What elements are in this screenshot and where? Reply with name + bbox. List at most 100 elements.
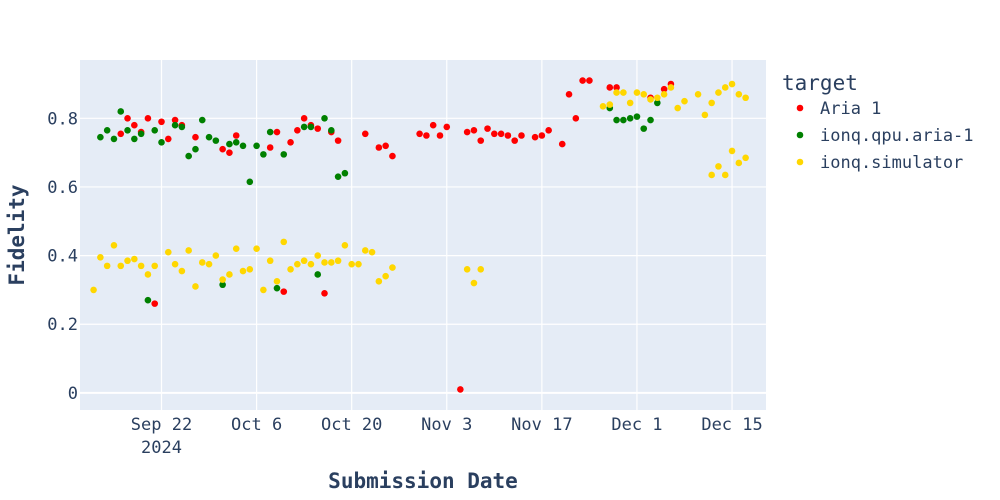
data-point — [314, 125, 322, 132]
data-point — [640, 91, 648, 98]
data-point — [321, 115, 328, 122]
data-point — [164, 248, 172, 256]
data-point — [198, 116, 206, 124]
data-point — [586, 77, 593, 84]
data-point — [226, 149, 233, 156]
data-point — [484, 125, 491, 132]
data-point — [232, 139, 240, 146]
data-point — [185, 152, 192, 160]
data-point — [470, 127, 478, 134]
data-point — [497, 130, 505, 138]
data-point — [477, 266, 485, 273]
data-point — [321, 259, 328, 266]
data-point — [219, 276, 226, 283]
data-point — [232, 245, 240, 253]
data-point — [531, 133, 539, 141]
data-point — [232, 132, 240, 139]
data-point — [226, 140, 233, 148]
data-point — [334, 173, 342, 180]
data-point — [137, 262, 145, 270]
data-point — [246, 266, 254, 273]
data-point — [192, 283, 199, 290]
data-point — [647, 96, 654, 103]
data-point — [212, 252, 220, 259]
data-point — [660, 91, 668, 98]
data-point — [328, 127, 335, 134]
data-point — [368, 248, 376, 256]
data-point — [348, 260, 355, 268]
y-tick-label: 0.8 — [47, 109, 78, 129]
x-tick-label: Oct 20 — [321, 415, 382, 435]
data-point — [457, 386, 464, 393]
data-point — [219, 281, 226, 289]
x-tick-label: Sep 22 — [131, 415, 192, 435]
x-axis-ticks: Sep 22 2024 Oct 6 Oct 20 Nov 3 Nov 17 Dec 1 Dec… — [131, 415, 763, 458]
x-tick-sublabel: 2024 — [141, 438, 182, 458]
y-tick-label: 0 — [68, 384, 78, 404]
data-points — [90, 77, 749, 393]
data-point — [192, 145, 199, 153]
data-point — [341, 241, 349, 249]
data-point — [178, 267, 186, 275]
legend-item[interactable]: ionq.qpu.aria-1 — [796, 126, 974, 146]
series-ionq-simulator — [90, 80, 749, 294]
legend-label: Aria 1 — [820, 99, 881, 119]
data-point — [266, 144, 274, 151]
x-tick-label: Oct 6 — [231, 415, 282, 435]
data-point — [606, 84, 614, 91]
data-point — [477, 137, 485, 144]
data-point — [538, 132, 546, 139]
data-point — [280, 151, 288, 158]
data-point — [715, 89, 722, 96]
data-point — [273, 128, 281, 136]
plot-background — [80, 60, 766, 410]
data-point — [266, 128, 274, 136]
y-axis-title: Fidelity — [5, 184, 29, 286]
data-point — [470, 279, 478, 287]
data-point — [260, 151, 267, 158]
data-point — [239, 142, 247, 150]
data-point — [518, 132, 525, 139]
data-point — [660, 85, 668, 93]
data-point — [117, 262, 125, 270]
data-point — [375, 144, 383, 151]
data-point — [294, 127, 301, 134]
legend-title: target — [782, 71, 858, 95]
data-point — [389, 264, 396, 271]
data-point — [205, 260, 213, 268]
data-point — [715, 163, 722, 170]
data-point — [158, 118, 165, 126]
data-point — [361, 130, 369, 138]
data-point — [701, 111, 709, 119]
y-tick-label: 0.6 — [47, 178, 78, 198]
data-point — [708, 99, 715, 107]
data-point — [491, 130, 498, 138]
data-point — [117, 108, 125, 115]
data-point — [280, 238, 288, 246]
data-point — [171, 116, 179, 124]
data-point — [239, 267, 247, 275]
data-point — [416, 130, 423, 138]
data-point — [192, 133, 199, 141]
data-point — [205, 133, 213, 141]
data-point — [504, 132, 512, 139]
data-point — [341, 169, 349, 177]
data-point — [626, 99, 634, 107]
legend-item[interactable]: Aria 1 — [796, 99, 882, 119]
data-point — [742, 94, 749, 102]
x-tick-label: Dec 15 — [701, 415, 762, 435]
legend-item[interactable]: ionq.simulator — [796, 153, 964, 173]
data-point — [164, 135, 172, 143]
data-point — [735, 91, 743, 98]
data-point — [334, 137, 342, 144]
data-point — [300, 115, 308, 122]
data-point — [708, 171, 715, 179]
data-point — [361, 247, 369, 254]
data-point — [151, 262, 159, 270]
data-point — [273, 278, 281, 285]
data-point — [144, 296, 152, 304]
data-point — [613, 116, 620, 124]
data-point — [131, 255, 138, 263]
data-point — [633, 113, 641, 120]
